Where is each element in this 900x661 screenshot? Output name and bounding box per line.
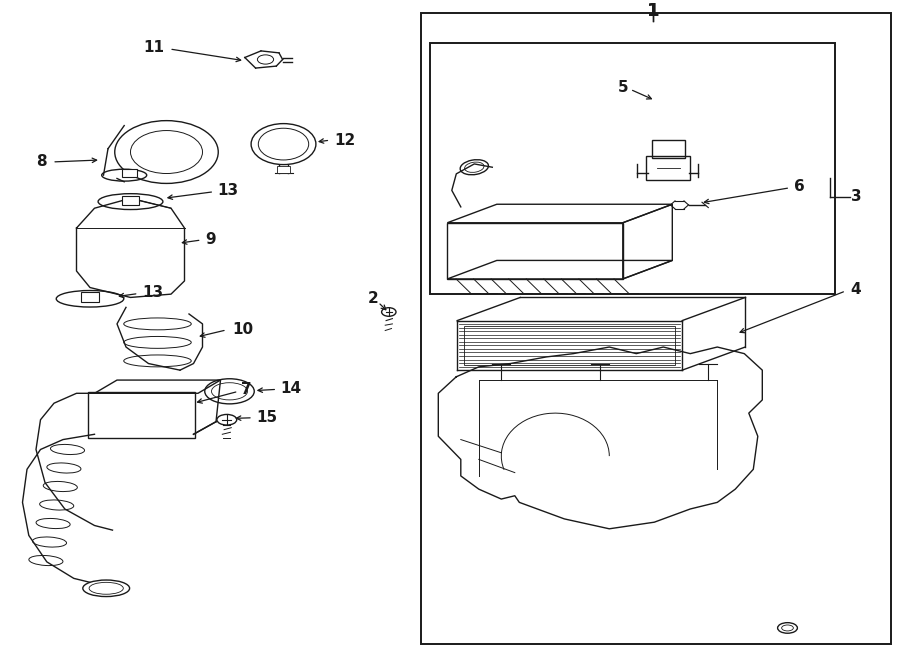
Text: 5: 5 bbox=[617, 80, 628, 95]
Text: 12: 12 bbox=[335, 133, 356, 147]
Text: 9: 9 bbox=[205, 232, 216, 247]
Text: 10: 10 bbox=[232, 322, 253, 336]
Ellipse shape bbox=[258, 128, 309, 160]
Text: 8: 8 bbox=[36, 155, 47, 169]
Text: 3: 3 bbox=[850, 190, 861, 204]
Ellipse shape bbox=[115, 120, 218, 183]
Text: 1: 1 bbox=[647, 2, 660, 20]
FancyBboxPatch shape bbox=[122, 196, 139, 205]
FancyBboxPatch shape bbox=[81, 292, 99, 302]
Ellipse shape bbox=[251, 124, 316, 165]
Text: 15: 15 bbox=[256, 410, 277, 425]
Text: 14: 14 bbox=[281, 381, 302, 396]
FancyBboxPatch shape bbox=[122, 169, 137, 177]
Ellipse shape bbox=[83, 580, 130, 596]
Text: 4: 4 bbox=[850, 282, 861, 297]
Text: 13: 13 bbox=[142, 285, 163, 299]
Ellipse shape bbox=[130, 131, 202, 174]
Text: 11: 11 bbox=[144, 40, 165, 55]
Text: 2: 2 bbox=[368, 292, 379, 306]
Text: 6: 6 bbox=[794, 179, 805, 194]
Ellipse shape bbox=[89, 582, 123, 594]
FancyBboxPatch shape bbox=[277, 166, 290, 173]
Ellipse shape bbox=[382, 307, 396, 316]
Text: 7: 7 bbox=[241, 383, 252, 397]
Text: 13: 13 bbox=[218, 183, 238, 198]
Text: 1: 1 bbox=[647, 2, 660, 20]
Ellipse shape bbox=[217, 414, 237, 425]
